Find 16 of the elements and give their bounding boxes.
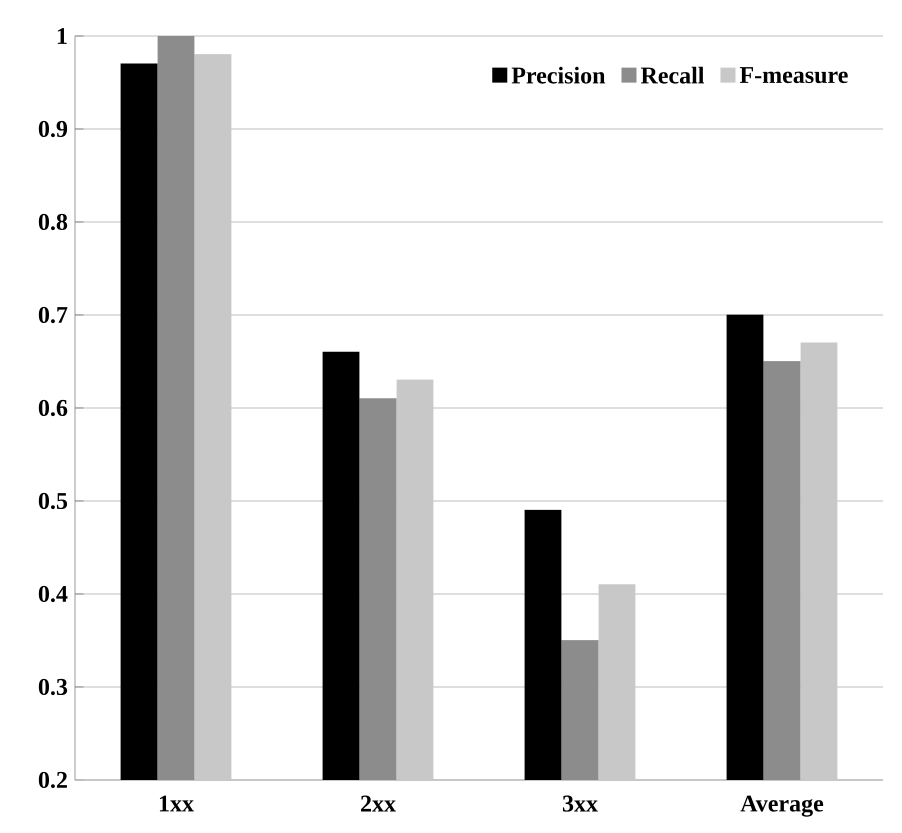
y-tick-label: 0.5 xyxy=(38,492,68,510)
y-tick-label: 1 xyxy=(58,28,67,44)
legend-label: Precision xyxy=(512,66,606,84)
y-tick-label: 0.4 xyxy=(38,586,68,602)
x-tick-label: 2xx xyxy=(361,796,396,812)
x-tick-label: 1xx xyxy=(160,796,194,812)
legend-label: Recall xyxy=(640,66,704,84)
x-tick-label: Average xyxy=(740,796,824,817)
y-tick-label: 0.7 xyxy=(38,306,68,324)
y-tick-label: 0.2 xyxy=(38,772,67,788)
y-tick-label: 0.9 xyxy=(38,120,68,138)
legend-label: F-measure xyxy=(740,67,848,84)
y-tick-label: 0.8 xyxy=(38,214,68,230)
y-tick-label: 0.6 xyxy=(38,400,68,416)
x-tick-label: 3xx xyxy=(562,796,598,812)
y-tick-label: 0.3 xyxy=(38,678,68,696)
